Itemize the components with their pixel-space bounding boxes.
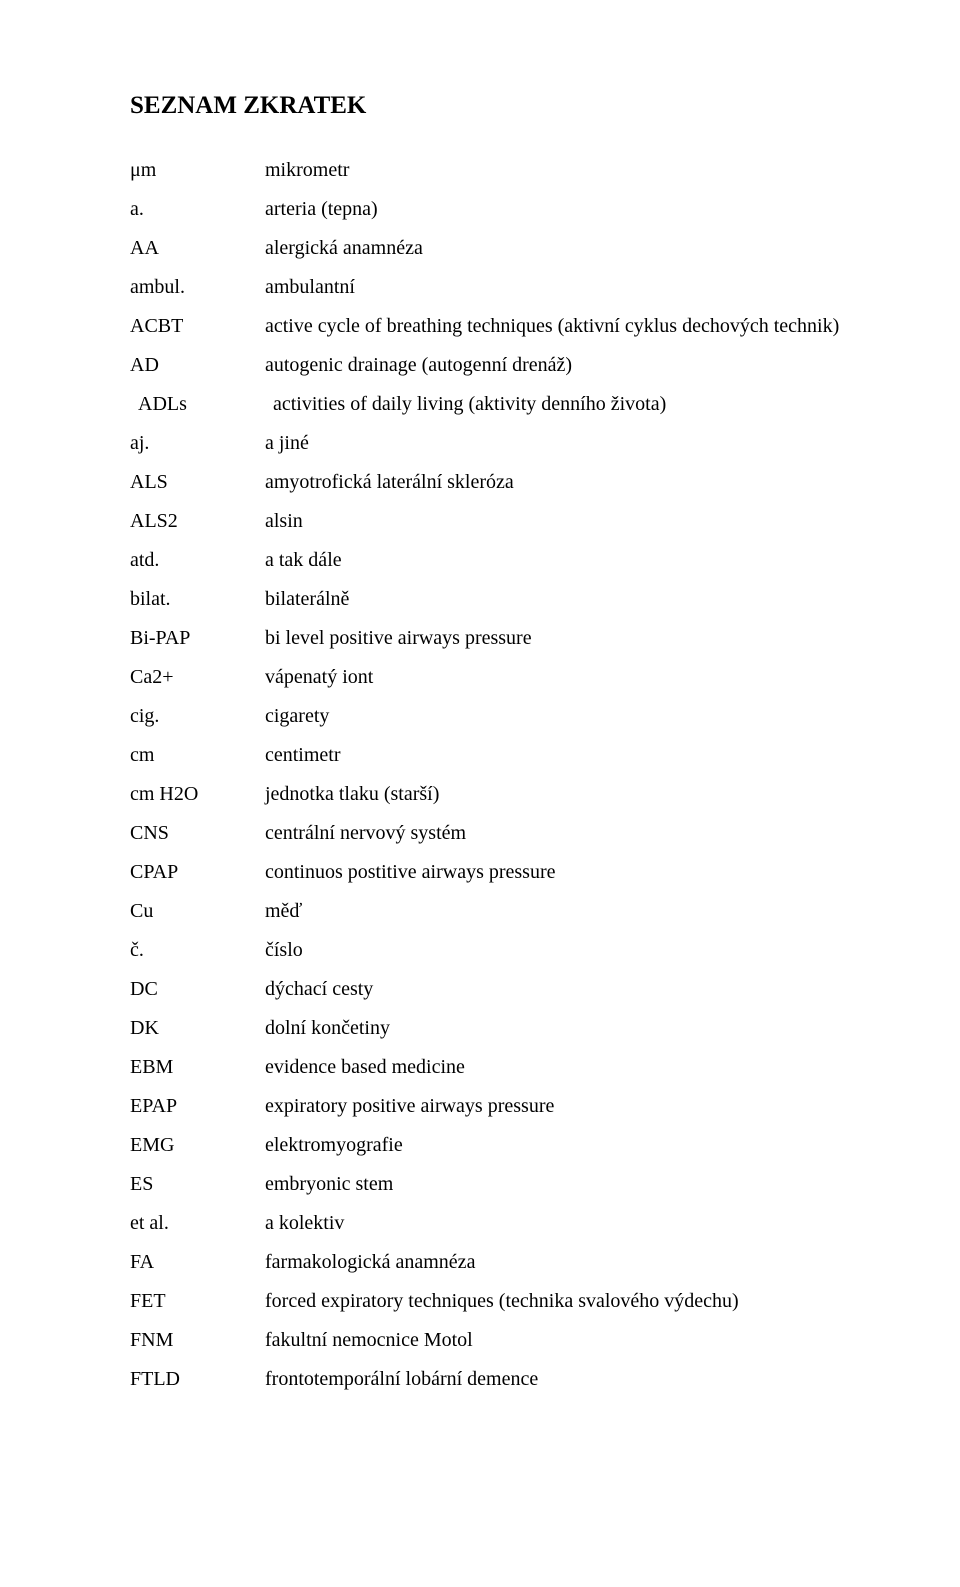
abbr-row: ALS2alsin <box>130 502 840 541</box>
abbr-row: cig.cigarety <box>130 697 840 736</box>
abbr-term: a. <box>130 190 265 229</box>
abbr-definition: forced expiratory techniques (technika s… <box>265 1282 840 1321</box>
abbr-definition: a tak dále <box>265 541 840 580</box>
abbr-row: FNMfakultní nemocnice Motol <box>130 1321 840 1360</box>
abbr-definition: a jiné <box>265 424 840 463</box>
abbr-row: ADautogenic drainage (autogenní drenáž) <box>130 346 840 385</box>
abbr-definition: jednotka tlaku (starší) <box>265 775 840 814</box>
abbr-term: FET <box>130 1282 265 1321</box>
abbr-definition: ambulantní <box>265 268 840 307</box>
abbr-definition: amyotrofická laterální skleróza <box>265 463 840 502</box>
abbr-definition: activities of daily living (aktivity den… <box>273 385 840 424</box>
abbr-term: EPAP <box>130 1087 265 1126</box>
abbr-term: ACBT <box>130 307 265 346</box>
abbr-row: Cu měď <box>130 892 840 931</box>
abbr-definition: dýchací cesty <box>265 970 840 1009</box>
abbr-row: FETforced expiratory techniques (technik… <box>130 1282 840 1321</box>
abbr-definition: farmakologická anamnéza <box>265 1243 840 1282</box>
abbr-row: cmcentimetr <box>130 736 840 775</box>
abbr-row: CNScentrální nervový systém <box>130 814 840 853</box>
abbr-term: č. <box>130 931 265 970</box>
abbr-definition: cigarety <box>265 697 840 736</box>
abbr-term: ADLs <box>130 385 273 424</box>
abbr-definition: active cycle of breathing techniques (ak… <box>265 307 840 346</box>
abbr-row: AAalergická anamnéza <box>130 229 840 268</box>
abbr-term: ES <box>130 1165 265 1204</box>
abbr-row: EMGelektromyografie <box>130 1126 840 1165</box>
abbr-row: ambul.ambulantní <box>130 268 840 307</box>
abbr-row: Bi-PAPbi level positive airways pressure <box>130 619 840 658</box>
abbr-definition: bi level positive airways pressure <box>265 619 840 658</box>
abbr-definition: alergická anamnéza <box>265 229 840 268</box>
abbr-term: atd. <box>130 541 265 580</box>
abbr-term: ALS <box>130 463 265 502</box>
abbr-term: μm <box>130 151 265 190</box>
abbr-definition: číslo <box>265 931 840 970</box>
abbr-definition: expiratory positive airways pressure <box>265 1087 840 1126</box>
abbr-row: ADLsactivities of daily living (aktivity… <box>130 385 840 424</box>
abbr-row: ACBTactive cycle of breathing techniques… <box>130 307 840 346</box>
abbr-row: EPAPexpiratory positive airways pressure <box>130 1087 840 1126</box>
abbr-term: FNM <box>130 1321 265 1360</box>
abbr-definition: bilaterálně <box>265 580 840 619</box>
abbr-definition: dolní končetiny <box>265 1009 840 1048</box>
abbr-term: et al. <box>130 1204 265 1243</box>
abbr-definition: vápenatý iont <box>265 658 840 697</box>
abbr-row: μmmikrometr <box>130 151 840 190</box>
abbr-row: DKdolní končetiny <box>130 1009 840 1048</box>
abbr-row: Ca2+vápenatý iont <box>130 658 840 697</box>
abbr-term: Cu <box>130 892 265 931</box>
abbr-row: ESembryonic stem <box>130 1165 840 1204</box>
abbr-definition: autogenic drainage (autogenní drenáž) <box>265 346 840 385</box>
abbr-definition: alsin <box>265 502 840 541</box>
abbr-row: č.číslo <box>130 931 840 970</box>
abbr-row: a.arteria (tepna) <box>130 190 840 229</box>
abbr-row: cm H2O jednotka tlaku (starší) <box>130 775 840 814</box>
abbr-row: DCdýchací cesty <box>130 970 840 1009</box>
abbr-row: aj.a jiné <box>130 424 840 463</box>
abbr-term: EBM <box>130 1048 265 1087</box>
abbr-row: CPAPcontinuos postitive airways pressure <box>130 853 840 892</box>
abbr-definition: mikrometr <box>265 151 840 190</box>
abbr-term: DK <box>130 1009 265 1048</box>
abbr-definition: elektromyografie <box>265 1126 840 1165</box>
abbr-definition: arteria (tepna) <box>265 190 840 229</box>
abbr-term: aj. <box>130 424 265 463</box>
abbr-row: et al.a kolektiv <box>130 1204 840 1243</box>
abbr-row: FAfarmakologická anamnéza <box>130 1243 840 1282</box>
abbr-definition: fakultní nemocnice Motol <box>265 1321 840 1360</box>
abbr-row: EBMevidence based medicine <box>130 1048 840 1087</box>
abbr-definition: frontotemporální lobární demence <box>265 1360 840 1399</box>
abbr-term: bilat. <box>130 580 265 619</box>
abbr-definition: continuos postitive airways pressure <box>265 853 840 892</box>
abbr-row: FTLDfrontotemporální lobární demence <box>130 1360 840 1399</box>
abbr-term: cig. <box>130 697 265 736</box>
abbr-term: AD <box>130 346 265 385</box>
abbr-term: cm H2O <box>130 775 265 814</box>
abbr-row: atd.a tak dále <box>130 541 840 580</box>
abbr-term: CPAP <box>130 853 265 892</box>
page-title: SEZNAM ZKRATEK <box>130 90 840 123</box>
abbr-term: EMG <box>130 1126 265 1165</box>
abbr-definition: centimetr <box>265 736 840 775</box>
page: SEZNAM ZKRATEK μmmikrometra.arteria (tep… <box>0 0 960 1587</box>
abbreviation-list: μmmikrometra.arteria (tepna)AAalergická … <box>130 151 840 1399</box>
abbr-definition: měď <box>265 892 840 931</box>
abbr-term: Bi-PAP <box>130 619 265 658</box>
abbr-term: Ca2+ <box>130 658 265 697</box>
abbr-term: FTLD <box>130 1360 265 1399</box>
abbr-definition: a kolektiv <box>265 1204 840 1243</box>
abbr-term: FA <box>130 1243 265 1282</box>
abbr-definition: embryonic stem <box>265 1165 840 1204</box>
abbr-row: bilat.bilaterálně <box>130 580 840 619</box>
abbr-definition: centrální nervový systém <box>265 814 840 853</box>
abbr-term: AA <box>130 229 265 268</box>
abbr-term: DC <box>130 970 265 1009</box>
abbr-term: CNS <box>130 814 265 853</box>
abbr-term: ambul. <box>130 268 265 307</box>
abbr-term: ALS2 <box>130 502 265 541</box>
abbr-row: ALSamyotrofická laterální skleróza <box>130 463 840 502</box>
abbr-definition: evidence based medicine <box>265 1048 840 1087</box>
abbr-term: cm <box>130 736 265 775</box>
